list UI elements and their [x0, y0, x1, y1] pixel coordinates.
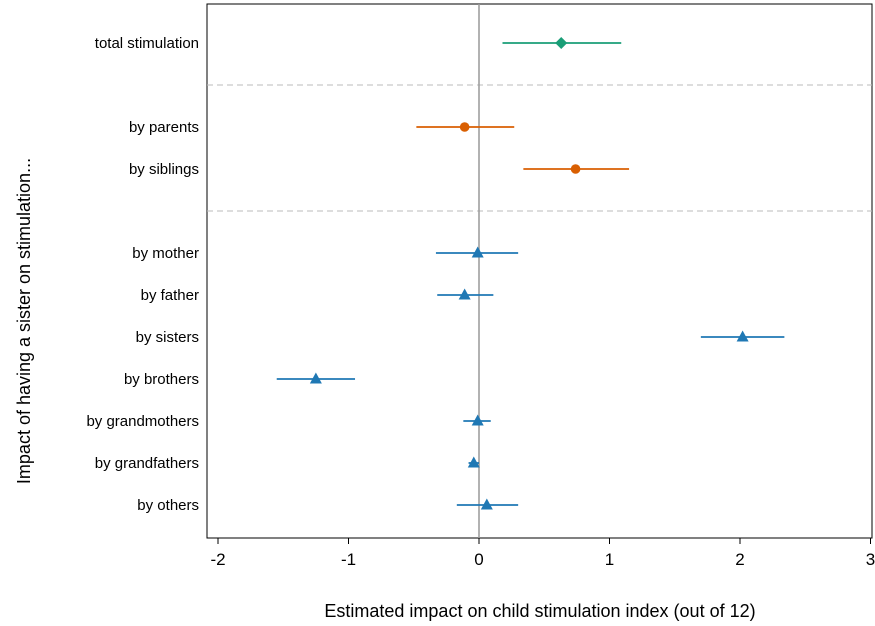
category-label: by siblings: [129, 161, 199, 178]
x-tick-label: 1: [605, 550, 614, 569]
x-tick-label: 0: [474, 550, 483, 569]
point-estimates: [309, 37, 749, 510]
estimate-marker: [458, 288, 471, 300]
y-axis-title: Impact of having a sister on stimulation…: [14, 158, 34, 484]
estimate-marker: [459, 122, 470, 132]
confidence-intervals: [276, 42, 785, 506]
estimate-marker: [570, 164, 581, 174]
category-label: by sisters: [136, 329, 199, 346]
category-label: by parents: [129, 119, 199, 136]
category-label: by grandmothers: [86, 413, 199, 430]
category-labels: total stimulation by parents by siblings by…: [86, 35, 199, 514]
x-tick-label: 3: [866, 550, 875, 569]
estimate-marker: [555, 37, 568, 49]
estimate-marker: [309, 372, 322, 384]
x-axis-title: Estimated impact on child stimulation in…: [324, 601, 755, 621]
estimate-marker: [467, 456, 480, 468]
estimate-marker: [736, 330, 749, 342]
x-tick-label: 2: [735, 550, 744, 569]
x-axis-ticks: -2 -1 0 1 2 3: [210, 538, 875, 569]
category-label: by mother: [132, 245, 199, 262]
x-tick-label: -1: [341, 550, 356, 569]
estimate-marker: [471, 414, 484, 426]
category-label: by others: [137, 497, 199, 514]
estimate-marker: [480, 498, 493, 510]
category-label: by father: [141, 287, 199, 304]
plot-frame: [206, 3, 873, 539]
x-tick-label: -2: [210, 550, 225, 569]
category-label: by grandfathers: [95, 455, 199, 472]
group-separators: [207, 84, 872, 212]
category-label: by brothers: [124, 371, 199, 388]
estimate-marker: [471, 246, 484, 258]
category-label: total stimulation: [95, 35, 199, 52]
